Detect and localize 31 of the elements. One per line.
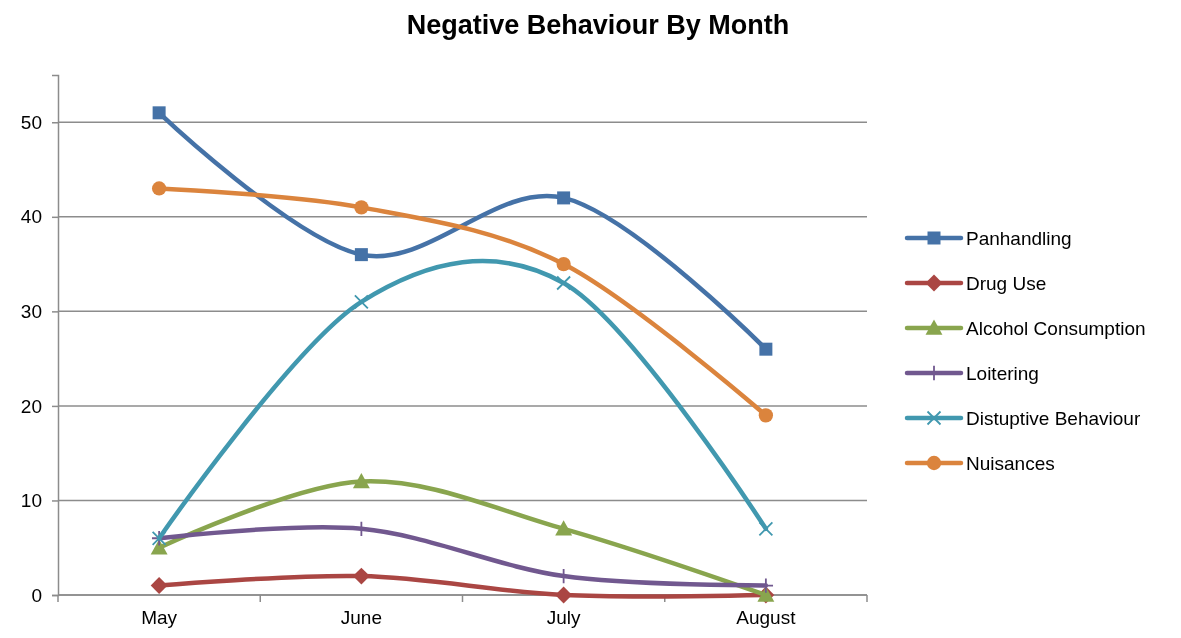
legend-label: Alcohol Consumption: [966, 318, 1146, 339]
point: [556, 256, 571, 272]
chart-title: Negative Behaviour By Month: [406, 10, 790, 40]
point: [557, 191, 571, 205]
point: [556, 275, 572, 291]
point: [758, 521, 774, 537]
point: [151, 181, 167, 196]
point: [150, 577, 168, 594]
point: [758, 408, 774, 423]
y-tick-label: 50: [20, 111, 42, 133]
legend-label: Distuptive Behaviour: [966, 408, 1141, 429]
point: [555, 520, 573, 536]
legend-label: Drug Use: [966, 273, 1047, 294]
point: [759, 342, 773, 356]
point: [354, 248, 368, 262]
point: [152, 106, 166, 120]
y-tick-label: 0: [31, 584, 42, 606]
y-tick-label: 20: [20, 395, 42, 417]
x-tick-label: August: [736, 607, 797, 629]
y-tick-label: 10: [20, 490, 42, 512]
point: [353, 294, 369, 310]
legend-label: Loitering: [966, 363, 1039, 384]
point: [354, 200, 369, 215]
x-tick-label: June: [340, 607, 382, 629]
legend-label: Panhandling: [966, 228, 1072, 249]
x-tick-label: July: [546, 607, 582, 629]
x-tick-label: May: [141, 607, 178, 629]
y-tick-label: 40: [20, 206, 42, 228]
y-tick-label: 30: [20, 300, 42, 322]
legend-label: Nuisances: [966, 453, 1055, 474]
point: [352, 473, 370, 489]
